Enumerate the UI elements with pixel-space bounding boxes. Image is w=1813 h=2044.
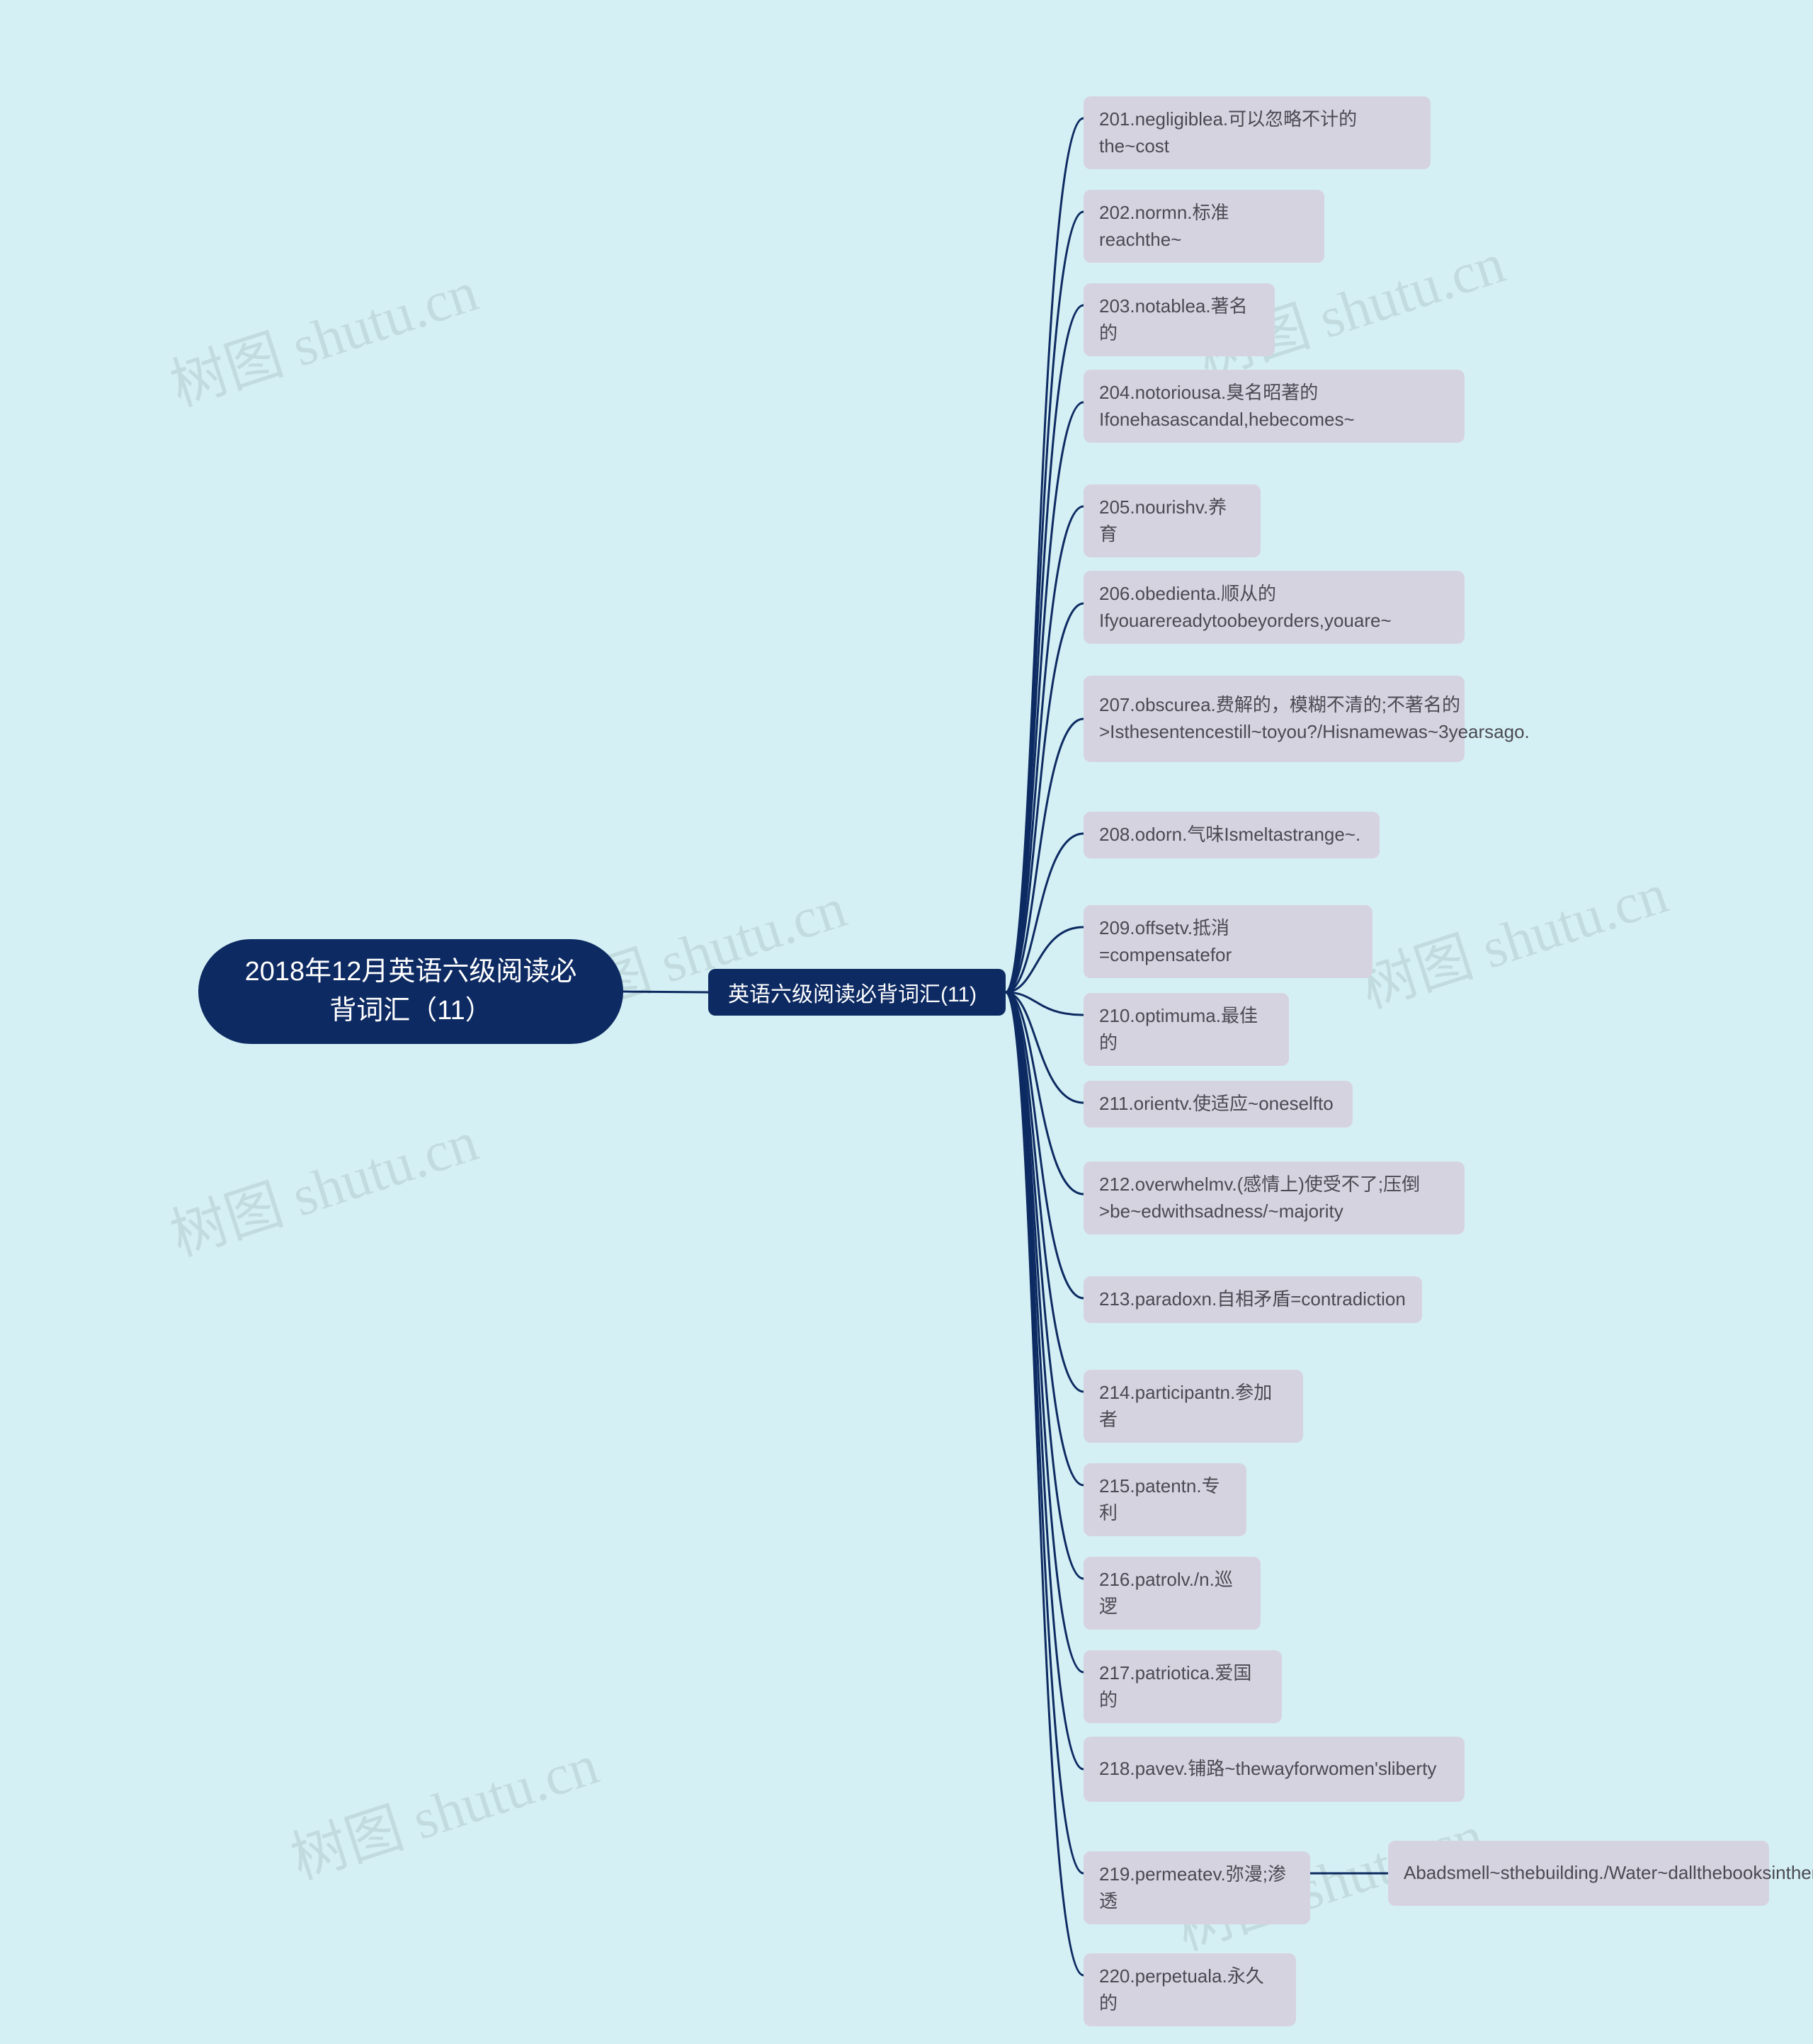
- leaf-node: 201.negligiblea.可以忽略不计的the~cost: [1084, 96, 1431, 169]
- root-label: 2018年12月英语六级阅读必背词汇（11）: [241, 953, 581, 1030]
- leaf-node: 202.normn.标准reachthe~: [1084, 190, 1324, 263]
- leaf-child-node: Abadsmell~sthebuilding./Water~dalltheboo…: [1388, 1841, 1769, 1906]
- leaf-node: 203.notablea.著名的: [1084, 283, 1275, 356]
- root-node: 2018年12月英语六级阅读必背词汇（11）: [198, 939, 623, 1044]
- leaf-node: 205.nourishv.养育: [1084, 484, 1261, 557]
- leaf-label: 215.patentn.专利: [1099, 1473, 1231, 1526]
- leaf-label: 203.notablea.著名的: [1099, 293, 1259, 346]
- leaf-node: 204.notoriousa.臭名昭著的Ifonehasascandal,heb…: [1084, 370, 1465, 443]
- leaf-label: 214.participantn.参加者: [1099, 1380, 1288, 1433]
- leaf-node: 217.patriotica.爱国的: [1084, 1650, 1282, 1723]
- leaf-node: 219.permeatev.弥漫;渗透: [1084, 1851, 1310, 1924]
- leaf-label: 209.offsetv.抵消=compensatefor: [1099, 915, 1357, 968]
- leaf-label: 206.obedienta.顺从的Ifyouarereadytoobeyorde…: [1099, 581, 1449, 634]
- leaf-node: 220.perpetuala.永久的: [1084, 1953, 1296, 2026]
- leaf-node: 211.orientv.使适应~oneselfto: [1084, 1081, 1353, 1128]
- leaf-node: 215.patentn.专利: [1084, 1463, 1246, 1536]
- leaf-child-label: Abadsmell~sthebuilding./Water~dalltheboo…: [1404, 1860, 1813, 1887]
- leaf-label: 218.pavev.铺路~thewayforwomen'sliberty: [1099, 1756, 1436, 1783]
- leaf-node: 206.obedienta.顺从的Ifyouarereadytoobeyorde…: [1084, 571, 1465, 644]
- leaf-node: 214.participantn.参加者: [1084, 1370, 1303, 1443]
- leaf-node: 213.paradoxn.自相矛盾=contradiction: [1084, 1276, 1422, 1323]
- leaf-label: 210.optimuma.最佳的: [1099, 1003, 1273, 1056]
- leaf-node: 207.obscurea.费解的，模糊不清的;不著名的>Isthesentenc…: [1084, 676, 1465, 762]
- leaf-node: 218.pavev.铺路~thewayforwomen'sliberty: [1084, 1737, 1465, 1802]
- leaf-label: 204.notoriousa.臭名昭著的Ifonehasascandal,heb…: [1099, 380, 1449, 433]
- leaf-label: 201.negligiblea.可以忽略不计的the~cost: [1099, 106, 1415, 159]
- leaf-label: 207.obscurea.费解的，模糊不清的;不著名的>Isthesentenc…: [1099, 692, 1530, 745]
- leaf-label: 217.patriotica.爱国的: [1099, 1660, 1266, 1713]
- leaf-node: 208.odorn.气味Ismeltastrange~.: [1084, 812, 1380, 858]
- leaf-node: 209.offsetv.抵消=compensatefor: [1084, 905, 1372, 978]
- leaf-node: 210.optimuma.最佳的: [1084, 993, 1289, 1066]
- leaf-label: 212.overwhelmv.(感情上)使受不了;压倒>be~edwithsad…: [1099, 1171, 1449, 1225]
- leaf-node: 212.overwhelmv.(感情上)使受不了;压倒>be~edwithsad…: [1084, 1162, 1465, 1234]
- leaf-label: 211.orientv.使适应~oneselfto: [1099, 1091, 1334, 1118]
- leaf-label: 219.permeatev.弥漫;渗透: [1099, 1861, 1295, 1914]
- leaf-label: 216.patrolv./n.巡逻: [1099, 1567, 1245, 1620]
- leaf-label: 202.normn.标准reachthe~: [1099, 200, 1309, 253]
- sub-node: 英语六级阅读必背词汇(11): [708, 969, 1006, 1016]
- leaf-label: 213.paradoxn.自相矛盾=contradiction: [1099, 1286, 1406, 1313]
- leaf-label: 208.odorn.气味Ismeltastrange~.: [1099, 822, 1360, 848]
- mindmap-canvas: 2018年12月英语六级阅读必背词汇（11） 英语六级阅读必背词汇(11) 201.…: [0, 0, 1813, 2044]
- leaf-node: 216.patrolv./n.巡逻: [1084, 1557, 1261, 1630]
- sub-label: 英语六级阅读必背词汇(11): [728, 977, 977, 1008]
- leaf-label: 220.perpetuala.永久的: [1099, 1963, 1280, 2016]
- leaf-label: 205.nourishv.养育: [1099, 494, 1245, 547]
